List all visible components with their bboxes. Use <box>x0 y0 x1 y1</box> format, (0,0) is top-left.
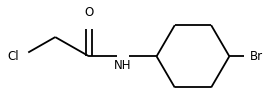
Text: O: O <box>84 6 94 19</box>
Text: NH: NH <box>114 59 132 72</box>
Text: Cl: Cl <box>7 50 19 63</box>
Text: Br: Br <box>250 50 263 63</box>
